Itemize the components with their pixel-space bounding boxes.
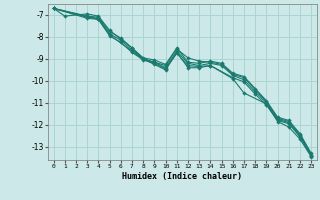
X-axis label: Humidex (Indice chaleur): Humidex (Indice chaleur) [123, 172, 243, 181]
